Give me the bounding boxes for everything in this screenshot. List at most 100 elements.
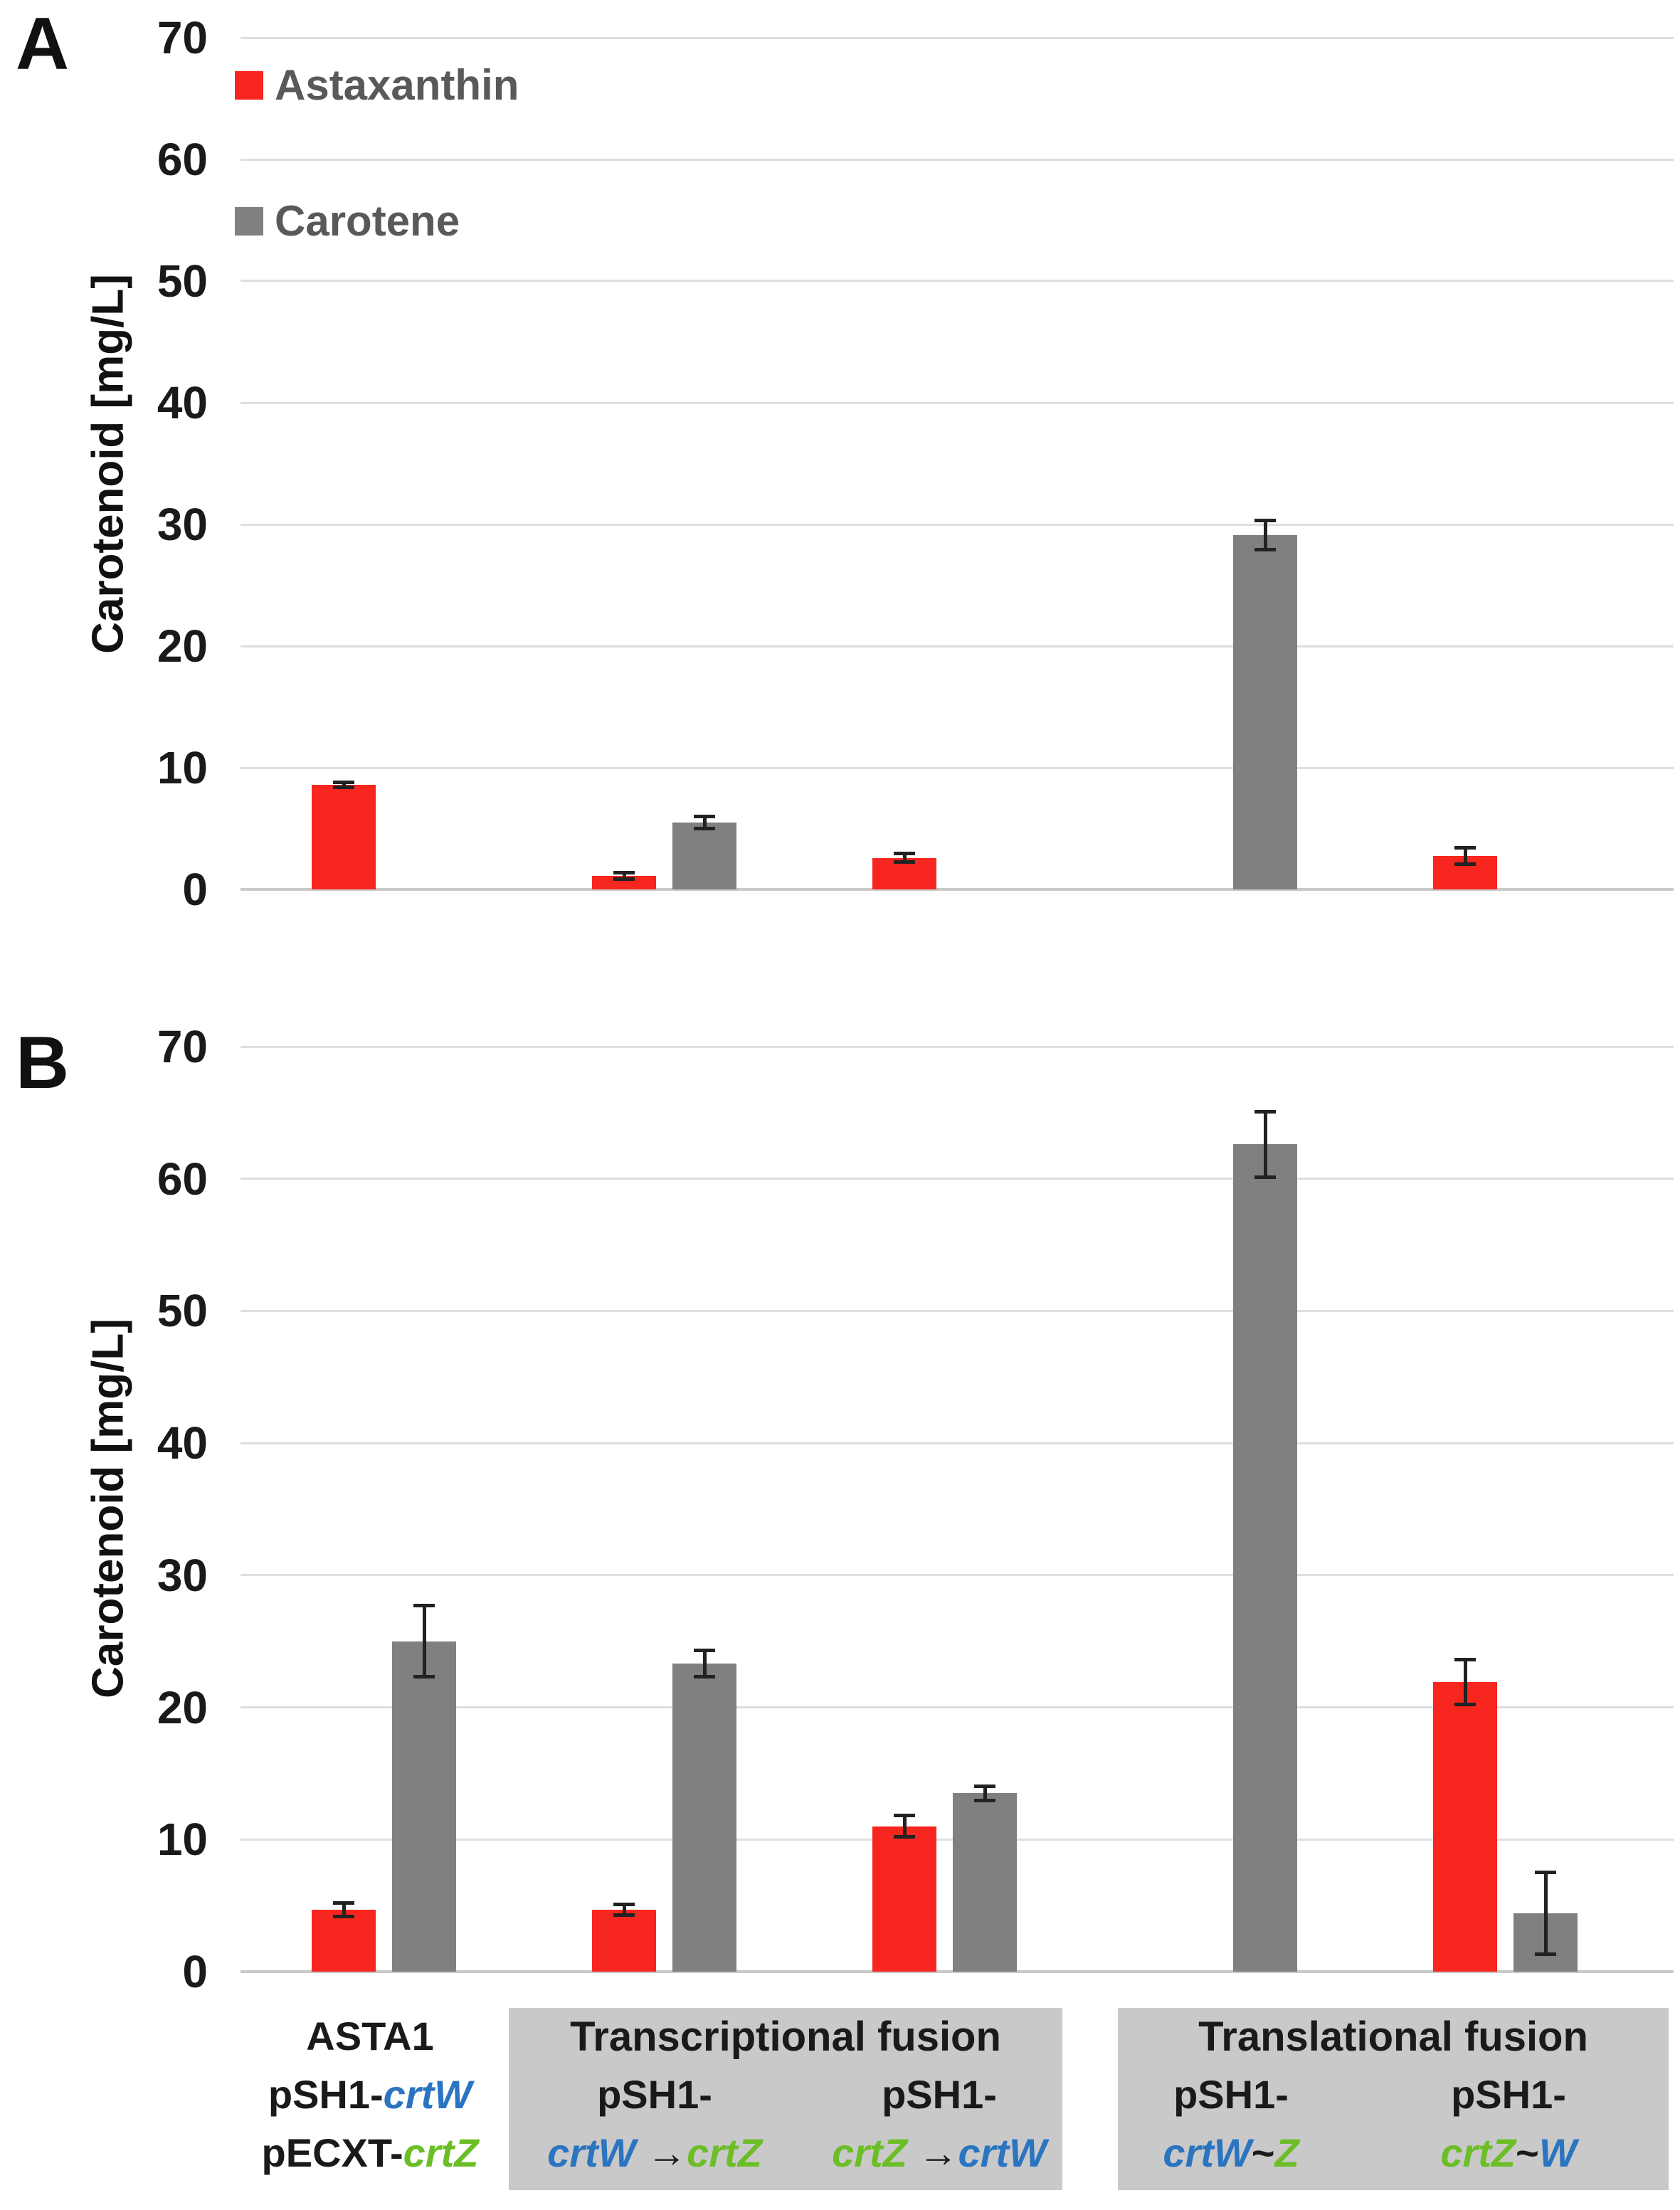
error-bar-astaxanthin-group1-panelb-stem xyxy=(342,1903,346,1916)
error-bar-astaxanthin-group2-panelb-cap-bottom xyxy=(613,1913,635,1917)
y-tick-label-panel-b-0: 0 xyxy=(182,1946,208,1997)
category-segment: pSH1- xyxy=(1173,2072,1289,2117)
category-segment: pECXT- xyxy=(261,2130,403,2175)
panel-a-label: A xyxy=(16,3,70,85)
y-tick-label-panel-b-70: 70 xyxy=(157,1021,208,1072)
error-bar-astaxanthin-group5-panela-stem xyxy=(1464,848,1467,864)
error-bar-carotene-group2-panelb-stem xyxy=(703,1651,707,1677)
x-axis-line-panel-a-y0 xyxy=(241,888,1674,891)
panel-b-label: B xyxy=(16,1022,70,1104)
carotene-swatch-icon xyxy=(235,207,263,236)
bar-astaxanthin-group3-panelb xyxy=(872,1826,936,1972)
category-segment: ~ xyxy=(1251,2130,1275,2175)
y-tick-label-panel-a-50: 50 xyxy=(157,255,208,307)
x-category-group5-line1: pSH1- xyxy=(1451,2075,1566,2115)
legend-label-carotene: Carotene xyxy=(275,197,460,245)
error-bar-astaxanthin-group3-panelb-stem xyxy=(903,1816,907,1837)
error-bar-carotene-group4-panela-cap-top xyxy=(1254,519,1276,522)
category-segment: crtZ xyxy=(403,2130,479,2175)
bar-carotene-group4-panela xyxy=(1233,535,1297,889)
category-segment: Z xyxy=(1274,2130,1299,2175)
error-bar-astaxanthin-group2-panela-cap-bottom xyxy=(613,877,635,881)
y-tick-label-panel-b-10: 10 xyxy=(157,1814,208,1865)
error-bar-astaxanthin-group2-panela-stem xyxy=(623,873,626,879)
gridline-panel-b-y50 xyxy=(241,1310,1674,1312)
error-bar-astaxanthin-group3-panela-cap-bottom xyxy=(894,860,915,864)
bar-carotene-group4-panelb xyxy=(1233,1144,1297,1972)
error-bar-astaxanthin-group5-panela-cap-top xyxy=(1454,846,1476,850)
error-bar-astaxanthin-group1-panelb-cap-bottom xyxy=(333,1915,354,1918)
y-tick-label-panel-a-10: 10 xyxy=(157,742,208,793)
error-bar-carotene-group4-panelb-stem xyxy=(1264,1111,1267,1178)
x-category-group1-line2: pSH1-crtW xyxy=(268,2075,472,2115)
error-bar-carotene-group3-panelb-cap-bottom xyxy=(974,1799,995,1802)
category-segment: → xyxy=(635,2130,687,2175)
transcriptional-fusion-header: Transcriptional fusion xyxy=(570,2014,1001,2060)
gridline-panel-a-y30 xyxy=(241,524,1674,526)
error-bar-carotene-group2-panela-cap-bottom xyxy=(694,827,715,830)
category-segment: W xyxy=(1538,2130,1577,2175)
category-segment: → xyxy=(907,2130,958,2175)
category-segment: crtW xyxy=(383,2072,472,2117)
error-bar-astaxanthin-group1-panelb-cap-top xyxy=(333,1901,354,1905)
y-tick-label-panel-a-0: 0 xyxy=(182,864,208,915)
gridline-panel-a-y40 xyxy=(241,402,1674,404)
bar-carotene-group2-panela xyxy=(672,823,736,889)
astaxanthin-swatch-icon xyxy=(235,71,263,100)
y-tick-label-panel-b-30: 30 xyxy=(157,1550,208,1601)
error-bar-carotene-group4-panela-cap-bottom xyxy=(1254,548,1276,551)
error-bar-astaxanthin-group2-panelb-stem xyxy=(623,1904,626,1915)
error-bar-carotene-group5-panelb-cap-bottom xyxy=(1535,1952,1556,1956)
bar-astaxanthin-group1-panelb xyxy=(312,1910,376,1972)
bar-astaxanthin-group1-panela xyxy=(312,785,376,889)
error-bar-carotene-group4-panelb-cap-bottom xyxy=(1254,1175,1276,1179)
x-category-group5-line2: crtZ~W xyxy=(1440,2133,1576,2173)
category-segment: crtW xyxy=(1163,2130,1252,2175)
y-tick-label-panel-b-60: 60 xyxy=(157,1153,208,1205)
translational-fusion-header: Translational fusion xyxy=(1198,2014,1588,2060)
category-segment: ~ xyxy=(1516,2130,1539,2175)
transcriptional-fusion-box: Transcriptional fusion xyxy=(509,2008,1062,2190)
legend-label-astaxanthin: Astaxanthin xyxy=(275,61,519,109)
bar-carotene-group3-panelb xyxy=(953,1793,1017,1972)
y-tick-label-panel-a-30: 30 xyxy=(157,499,208,550)
legend-item-carotene: Carotene xyxy=(235,200,460,243)
x-category-group4-line2: crtW~Z xyxy=(1163,2133,1299,2173)
x-category-group1-line1: ASTA1 xyxy=(306,2016,433,2056)
y-tick-label-panel-b-40: 40 xyxy=(157,1417,208,1469)
error-bar-carotene-group2-panelb-cap-bottom xyxy=(694,1675,715,1678)
error-bar-carotene-group4-panela-stem xyxy=(1264,521,1267,550)
gridline-panel-a-y70 xyxy=(241,37,1674,39)
error-bar-carotene-group2-panela-cap-top xyxy=(694,815,715,818)
error-bar-astaxanthin-group1-panela-cap-bottom xyxy=(333,786,354,789)
error-bar-astaxanthin-group3-panela-stem xyxy=(903,854,907,862)
category-segment: pSH1- xyxy=(268,2072,384,2117)
error-bar-astaxanthin-group5-panelb-cap-bottom xyxy=(1454,1703,1476,1706)
error-bar-carotene-group5-panelb-cap-top xyxy=(1535,1871,1556,1874)
error-bar-carotene-group2-panela-stem xyxy=(703,816,707,828)
gridline-panel-b-y20 xyxy=(241,1706,1674,1708)
category-segment: ASTA1 xyxy=(306,2014,434,2058)
error-bar-carotene-group1-panelb-cap-bottom xyxy=(413,1675,435,1678)
legend-item-astaxanthin: Astaxanthin xyxy=(235,64,519,107)
gridline-panel-b-y40 xyxy=(241,1442,1674,1444)
error-bar-carotene-group5-panelb-stem xyxy=(1544,1873,1548,1955)
gridline-panel-a-y60 xyxy=(241,159,1674,161)
bar-astaxanthin-group2-panelb xyxy=(592,1910,656,1972)
x-category-group3-line1: pSH1- xyxy=(882,2075,997,2115)
category-segment: crtW xyxy=(958,2130,1047,2175)
gridline-panel-b-y60 xyxy=(241,1178,1674,1180)
error-bar-astaxanthin-group3-panela-cap-top xyxy=(894,852,915,855)
y-tick-label-panel-a-60: 60 xyxy=(157,134,208,185)
error-bar-astaxanthin-group1-panela-cap-top xyxy=(333,781,354,784)
error-bar-carotene-group4-panelb-cap-top xyxy=(1254,1110,1276,1114)
bar-carotene-group1-panelb xyxy=(392,1641,456,1972)
x-axis-line-panel-b-y0 xyxy=(241,1970,1674,1973)
gridline-panel-b-y70 xyxy=(241,1046,1674,1048)
y-axis-title-panel-a: Carotenoid [mg/L] xyxy=(83,274,133,654)
bar-astaxanthin-group2-panela xyxy=(592,876,656,889)
error-bar-astaxanthin-group1-panela-stem xyxy=(342,783,346,788)
gridline-panel-a-y20 xyxy=(241,645,1674,647)
gridline-panel-b-y30 xyxy=(241,1574,1674,1576)
